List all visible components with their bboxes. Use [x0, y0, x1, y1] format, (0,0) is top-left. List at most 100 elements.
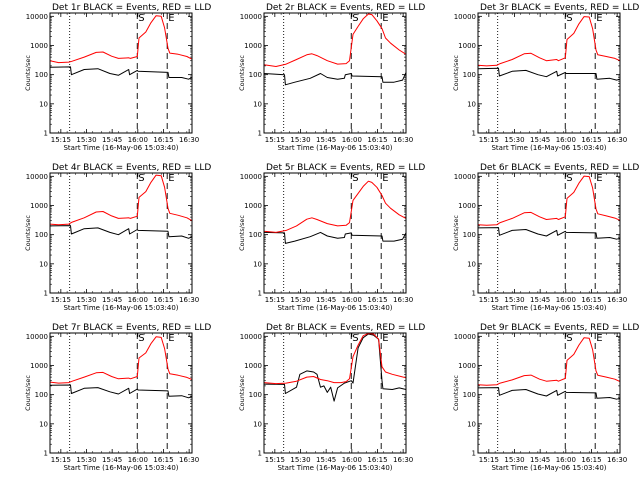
y-tick-label: 10	[253, 260, 262, 268]
y-axis-label: Counts/sec	[452, 375, 460, 411]
interval-marker-label: E	[168, 333, 174, 344]
x-tick-label: 15:45	[530, 456, 550, 464]
x-tick-label: 16:00	[128, 136, 148, 144]
x-tick-label: 16:00	[128, 296, 148, 304]
y-tick-label: 1	[472, 450, 476, 458]
x-tick-label: 15:15	[479, 456, 499, 464]
x-tick-label: 15:15	[479, 296, 499, 304]
y-axis-label: Counts/sec	[452, 215, 460, 251]
y-tick-label: 1000	[244, 42, 262, 50]
x-tick-label: 16:30	[607, 296, 627, 304]
panel-det-4r: Det 4r BLACK = Events, RED = LLD 1 10 100 10…	[24, 163, 211, 312]
x-tick-label: 16:15	[581, 296, 601, 304]
x-tick-label: 15:30	[504, 136, 524, 144]
plot-frame	[477, 332, 621, 454]
x-tick-label: 16:15	[153, 136, 173, 144]
interval-marker-label: E	[596, 173, 602, 184]
x-tick-label: 15:45	[102, 136, 122, 144]
x-tick-label: 15:15	[265, 136, 285, 144]
interval-marker-label: S	[352, 13, 358, 24]
x-tick-label: 15:30	[76, 296, 96, 304]
x-tick-label: 15:30	[290, 456, 310, 464]
y-tick-label: 100	[463, 71, 476, 79]
x-tick-label: 16:00	[342, 456, 362, 464]
lld-series-line	[49, 174, 193, 226]
x-tick-label: 16:30	[607, 456, 627, 464]
events-series-line	[477, 387, 621, 400]
events-series-line	[49, 66, 193, 80]
y-tick-label: 1	[44, 290, 48, 298]
y-tick-label: 100	[35, 391, 48, 399]
y-tick-label: 1000	[30, 202, 48, 210]
x-tick-label: 15:30	[76, 456, 96, 464]
y-tick-label: 100	[35, 231, 48, 239]
lld-series-line	[477, 175, 621, 226]
lld-series-line	[263, 180, 407, 233]
panel-det-8r: Det 8r BLACK = Events, RED = LLD 1 10 100 10…	[238, 323, 425, 472]
panel-title: Det 6r BLACK = Events, RED = LLD	[480, 163, 639, 173]
y-axis-label: Counts/sec	[238, 55, 246, 91]
y-tick-label: 100	[463, 391, 476, 399]
panel-det-6r: Det 6r BLACK = Events, RED = LLD 1 10 100 10…	[452, 163, 639, 312]
plot-frame	[477, 172, 621, 294]
y-axis-label: Counts/sec	[238, 375, 246, 411]
y-tick-label: 10	[467, 100, 476, 108]
y-axis-label: Counts/sec	[24, 215, 32, 251]
x-tick-label: 15:45	[316, 456, 336, 464]
events-series-line	[263, 333, 407, 402]
x-tick-label: 15:15	[51, 456, 71, 464]
interval-marker-label: S	[352, 173, 358, 184]
y-tick-label: 10000	[26, 333, 48, 341]
events-series-line	[477, 227, 621, 240]
panel-title: Det 5r BLACK = Events, RED = LLD	[266, 163, 425, 173]
x-tick-label: 16:00	[556, 136, 576, 144]
interval-marker-label: E	[382, 333, 388, 344]
y-tick-label: 10000	[26, 13, 48, 21]
x-tick-label: 16:15	[581, 136, 601, 144]
x-axis-label: Start Time (16-May-06 15:03:40)	[63, 144, 178, 152]
y-tick-label: 10000	[454, 333, 476, 341]
y-axis-label: Counts/sec	[24, 375, 32, 411]
x-tick-label: 15:15	[265, 456, 285, 464]
lld-series-line	[477, 16, 621, 67]
y-axis-label: Counts/sec	[24, 55, 32, 91]
interval-marker-label: E	[596, 13, 602, 24]
plot-frame	[49, 12, 193, 134]
x-tick-label: 16:15	[581, 456, 601, 464]
x-tick-label: 15:30	[76, 136, 96, 144]
x-tick-label: 16:30	[179, 296, 199, 304]
y-tick-label: 10000	[26, 173, 48, 181]
y-tick-label: 1000	[244, 202, 262, 210]
y-tick-label: 1	[472, 130, 476, 138]
y-tick-label: 1000	[30, 42, 48, 50]
plot-frame	[263, 332, 407, 454]
plot-frame	[49, 332, 193, 454]
panel-det-2r: Det 2r BLACK = Events, RED = LLD 1 10 100 10…	[238, 3, 425, 152]
x-tick-label: 15:15	[265, 296, 285, 304]
y-tick-label: 1	[258, 290, 262, 298]
y-tick-label: 10000	[454, 13, 476, 21]
y-tick-label: 1000	[30, 362, 48, 370]
interval-marker-label: S	[566, 173, 572, 184]
interval-marker-label: E	[382, 173, 388, 184]
x-axis-label: Start Time (16-May-06 15:03:40)	[491, 144, 606, 152]
x-tick-label: 15:30	[290, 296, 310, 304]
lld-series-line	[263, 333, 407, 385]
x-tick-label: 16:00	[342, 296, 362, 304]
y-tick-label: 100	[249, 71, 262, 79]
x-tick-label: 16:15	[367, 456, 387, 464]
x-tick-label: 16:00	[342, 136, 362, 144]
y-tick-label: 10	[467, 260, 476, 268]
interval-marker-label: E	[168, 13, 174, 24]
x-tick-label: 16:30	[393, 136, 413, 144]
x-tick-label: 15:15	[479, 136, 499, 144]
events-series-line	[477, 67, 621, 81]
panel-det-1r: Det 1r BLACK = Events, RED = LLD 1 10 100 10…	[24, 3, 211, 152]
y-axis-label: Counts/sec	[238, 215, 246, 251]
y-tick-label: 1000	[458, 362, 476, 370]
plot-frame	[263, 172, 407, 294]
y-tick-label: 10000	[240, 13, 262, 21]
y-tick-label: 10	[39, 100, 48, 108]
x-axis-label: Start Time (16-May-06 15:03:40)	[63, 464, 178, 472]
lld-series-line	[49, 336, 193, 384]
